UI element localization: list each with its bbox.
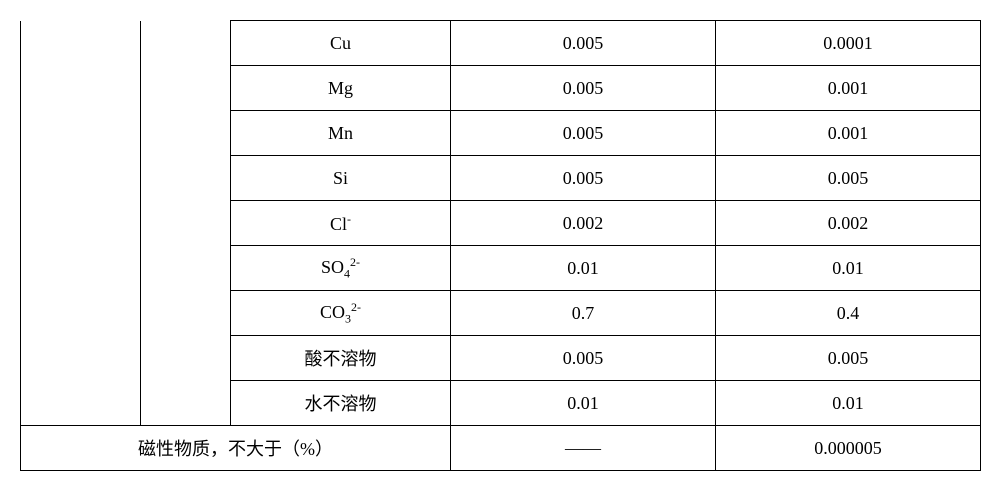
row-value-2: 0.001 (716, 111, 981, 156)
row-value-1: 0.7 (451, 291, 716, 336)
row-value-2: 0.0001 (716, 21, 981, 66)
row-label: Mg (231, 66, 451, 111)
row-value-1: 0.005 (451, 21, 716, 66)
row-label: 水不溶物 (231, 381, 451, 426)
row-label: Si (231, 156, 451, 201)
row-label: CO32- (231, 291, 451, 336)
footer-row: 磁性物质，不大于（%） —— 0.000005 (21, 426, 981, 471)
row-value-1: 0.01 (451, 246, 716, 291)
blank-col-2 (141, 21, 231, 426)
row-value-1: 0.002 (451, 201, 716, 246)
row-value-1: 0.005 (451, 111, 716, 156)
row-label: Cl- (231, 201, 451, 246)
row-value-2: 0.01 (716, 381, 981, 426)
footer-v2: 0.000005 (716, 426, 981, 471)
blank-col-1 (21, 21, 141, 426)
row-value-2: 0.4 (716, 291, 981, 336)
row-value-1: 0.01 (451, 381, 716, 426)
row-value-1: 0.005 (451, 156, 716, 201)
row-value-2: 0.01 (716, 246, 981, 291)
footer-v1: —— (451, 426, 716, 471)
row-value-1: 0.005 (451, 336, 716, 381)
row-label: 酸不溶物 (231, 336, 451, 381)
row-value-1: 0.005 (451, 66, 716, 111)
row-label: SO42- (231, 246, 451, 291)
row-label: Cu (231, 21, 451, 66)
row-value-2: 0.001 (716, 66, 981, 111)
footer-label: 磁性物质，不大于（%） (21, 426, 451, 471)
row-value-2: 0.005 (716, 336, 981, 381)
row-value-2: 0.002 (716, 201, 981, 246)
table-row: Cu0.0050.0001 (21, 21, 981, 66)
row-label: Mn (231, 111, 451, 156)
spec-table: Cu0.0050.0001Mg0.0050.001Mn0.0050.001Si0… (20, 20, 981, 471)
row-value-2: 0.005 (716, 156, 981, 201)
